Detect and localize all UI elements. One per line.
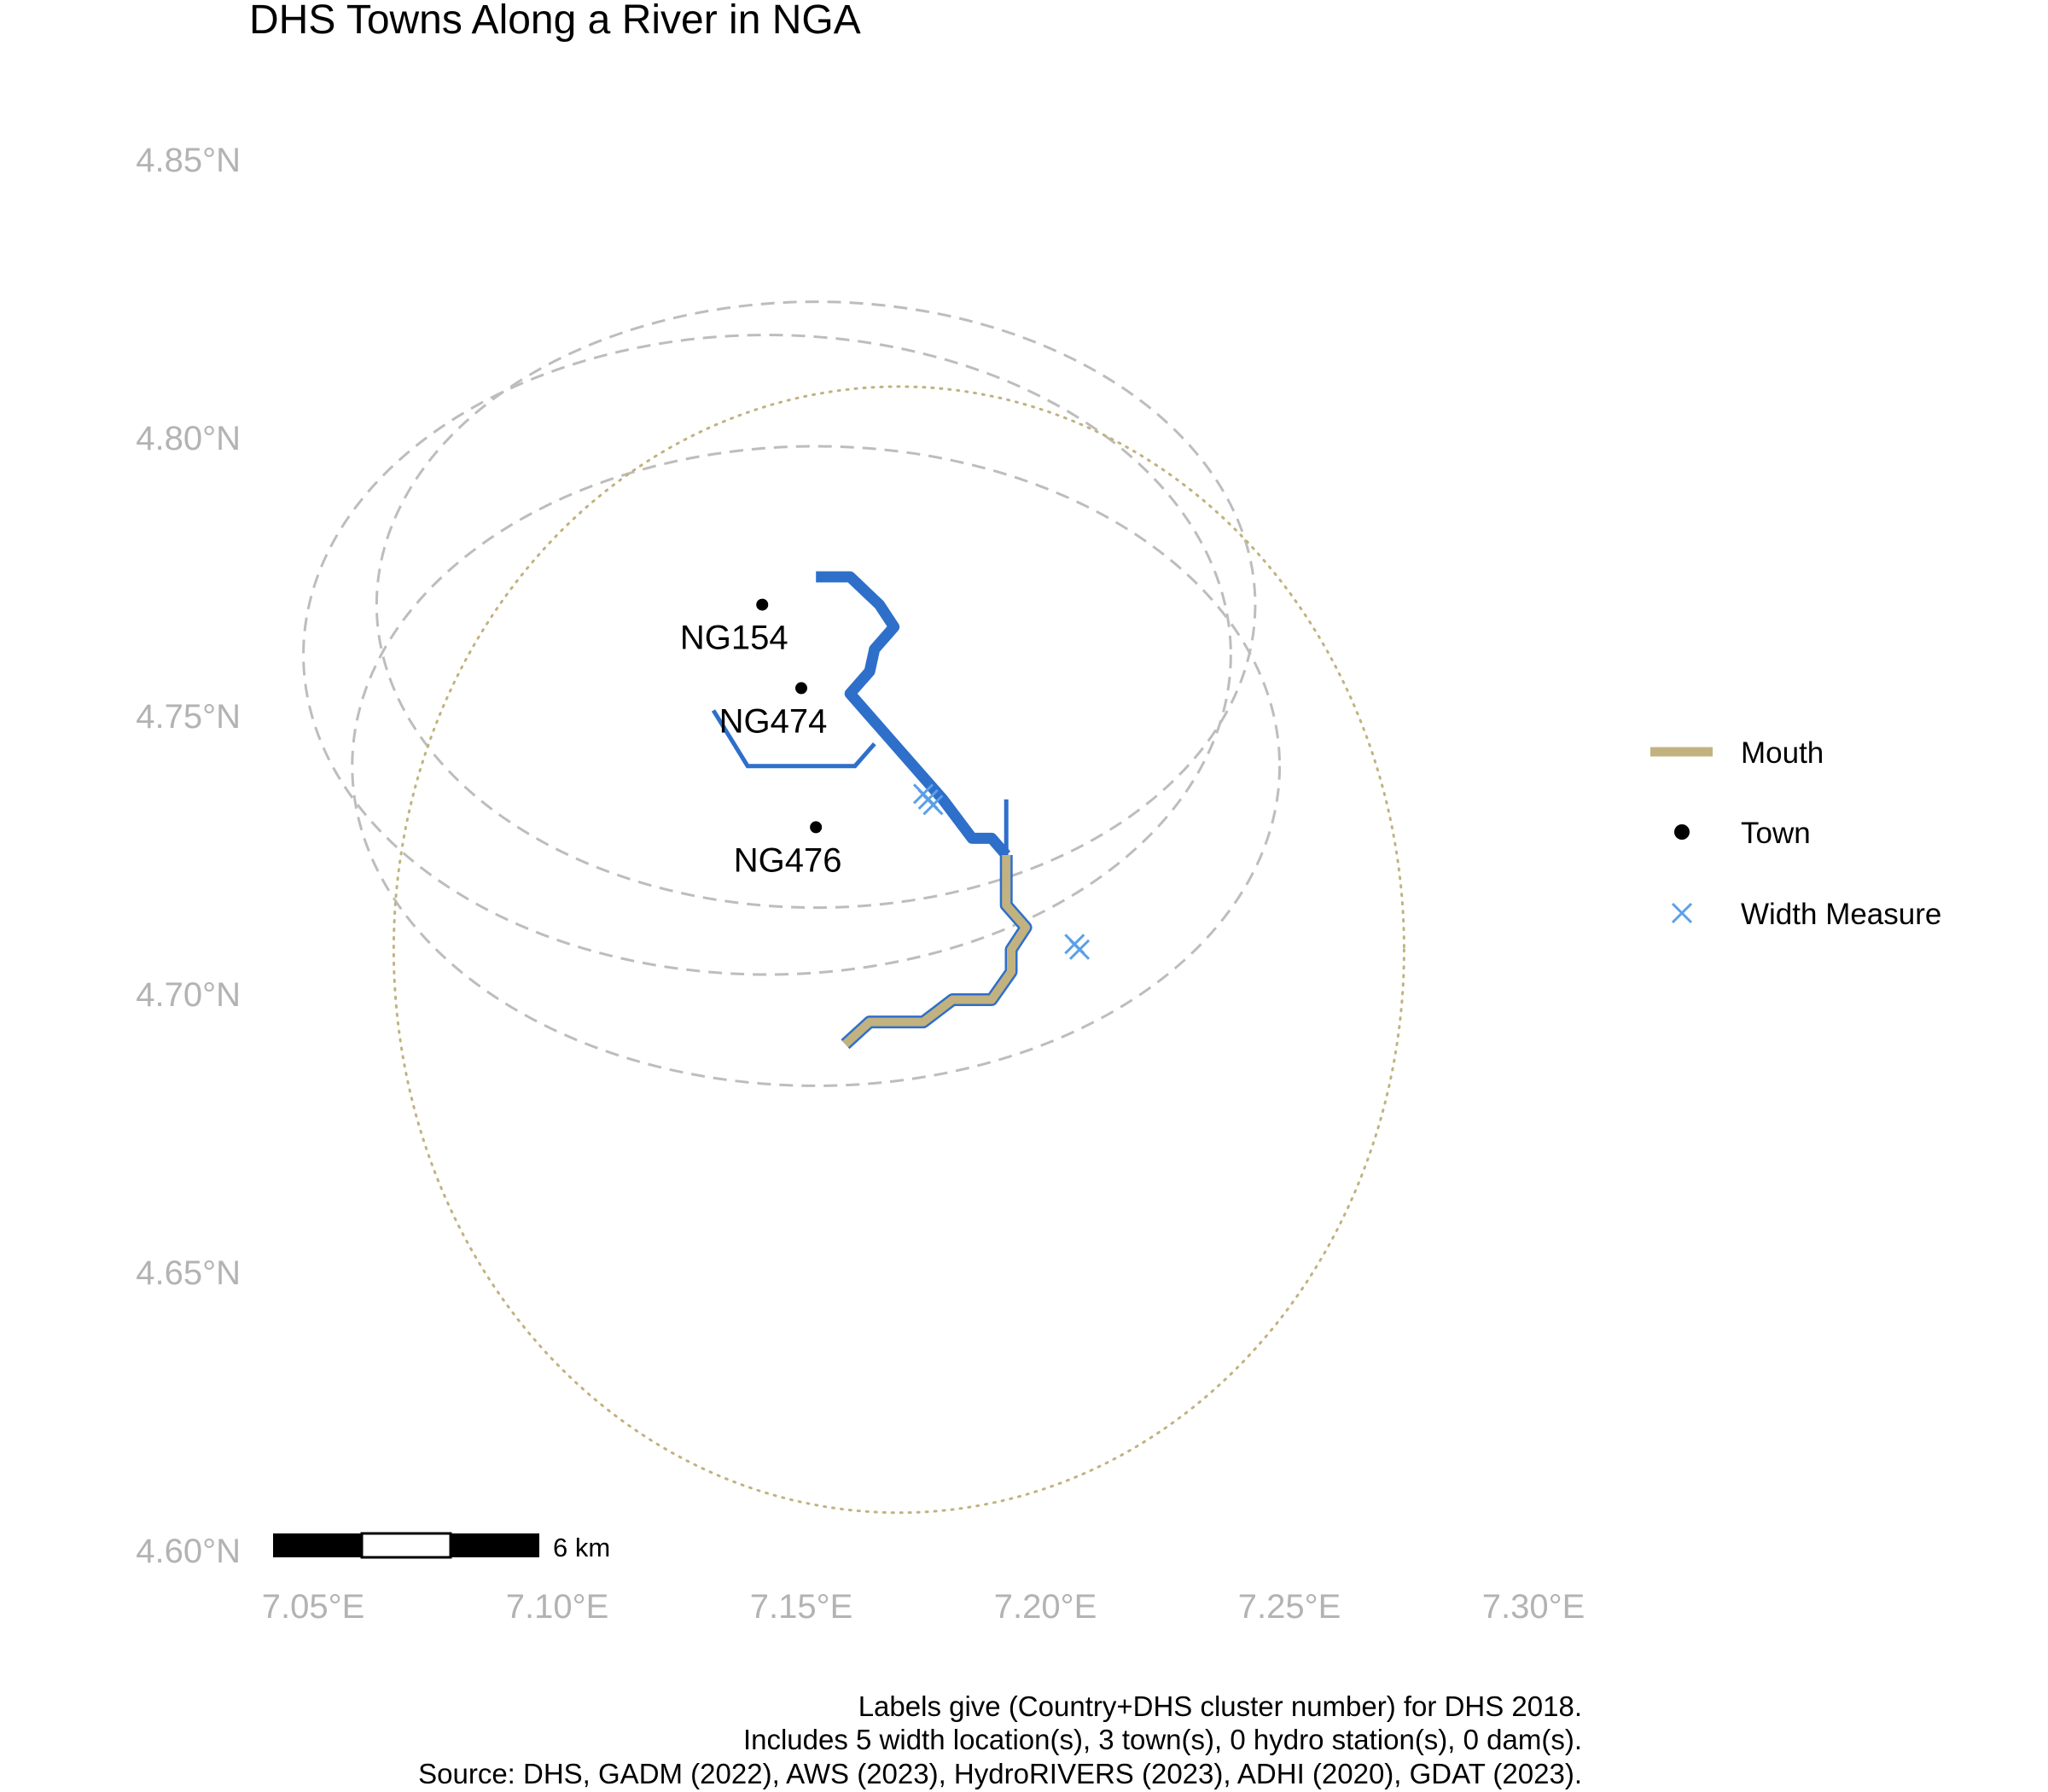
y-tick-label: 4.75°N <box>136 698 241 736</box>
x-tick-label: 7.15°E <box>750 1588 853 1626</box>
legend-town-key <box>1674 824 1690 840</box>
town-buffer-circle <box>375 300 1257 910</box>
towns: NG154 NG474 NG476 <box>680 598 842 879</box>
caption-line-2: Includes 5 width location(s), 3 town(s),… <box>743 1724 1582 1755</box>
x-axis: 7.05°E 7.10°E 7.15°E 7.20°E 7.25°E 7.30°E <box>262 1588 1585 1626</box>
caption-line-3: Source: DHS, GADM (2022), AWS (2023), Hy… <box>418 1758 1582 1789</box>
town-buffer-circle <box>351 445 1282 1087</box>
scale-bar: 6 km <box>273 1532 610 1562</box>
scale-bar-segment-1 <box>273 1533 362 1557</box>
x-tick-label: 7.10°E <box>506 1588 609 1626</box>
legend: Mouth Town Width Measure <box>1650 736 1941 931</box>
town-buffer-circle <box>302 334 1232 976</box>
legend-town-label: Town <box>1741 817 1811 850</box>
town-point <box>756 598 769 611</box>
y-tick-label: 4.65°N <box>136 1254 241 1292</box>
x-tick-label: 7.20°E <box>994 1588 1097 1626</box>
river-mouth <box>842 855 1031 1048</box>
width-measures <box>912 783 1091 960</box>
river-main-channel <box>816 571 1011 859</box>
caption: Labels give (Country+DHS cluster number)… <box>418 1690 1582 1789</box>
scale-bar-label: 6 km <box>553 1533 610 1562</box>
x-tick-label: 7.30°E <box>1482 1588 1585 1626</box>
town-point <box>810 821 823 834</box>
legend-width-measure-key <box>1671 902 1693 924</box>
legend-mouth-label: Mouth <box>1741 736 1824 770</box>
x-tick-label: 7.25°E <box>1238 1588 1341 1626</box>
river-network <box>711 571 1033 1050</box>
buffer-circles <box>302 300 1405 1515</box>
town-label: NG474 <box>719 702 828 740</box>
scale-bar-segment-3 <box>451 1533 539 1557</box>
legend-width-measure-label: Width Measure <box>1741 898 1941 931</box>
y-axis: 4.85°N 4.80°N 4.75°N 4.70°N 4.65°N 4.60°N <box>136 142 241 1570</box>
y-tick-label: 4.70°N <box>136 976 241 1014</box>
width-measure-marker <box>912 783 934 805</box>
town-point <box>795 682 807 695</box>
y-tick-label: 4.60°N <box>136 1533 241 1570</box>
river-branch <box>711 709 876 769</box>
caption-line-1: Labels give (Country+DHS cluster number)… <box>858 1690 1582 1722</box>
x-tick-label: 7.05°E <box>262 1588 365 1626</box>
scale-bar-segment-2 <box>360 1532 452 1559</box>
mouth-buffer-circle <box>392 385 1405 1515</box>
y-tick-label: 4.85°N <box>136 142 241 179</box>
y-tick-label: 4.80°N <box>136 420 241 457</box>
width-measure-marker <box>1068 939 1091 960</box>
town-label: NG154 <box>680 620 788 657</box>
map-title: DHS Towns Along a River in NGA <box>249 0 861 43</box>
town-label: NG476 <box>734 841 842 879</box>
